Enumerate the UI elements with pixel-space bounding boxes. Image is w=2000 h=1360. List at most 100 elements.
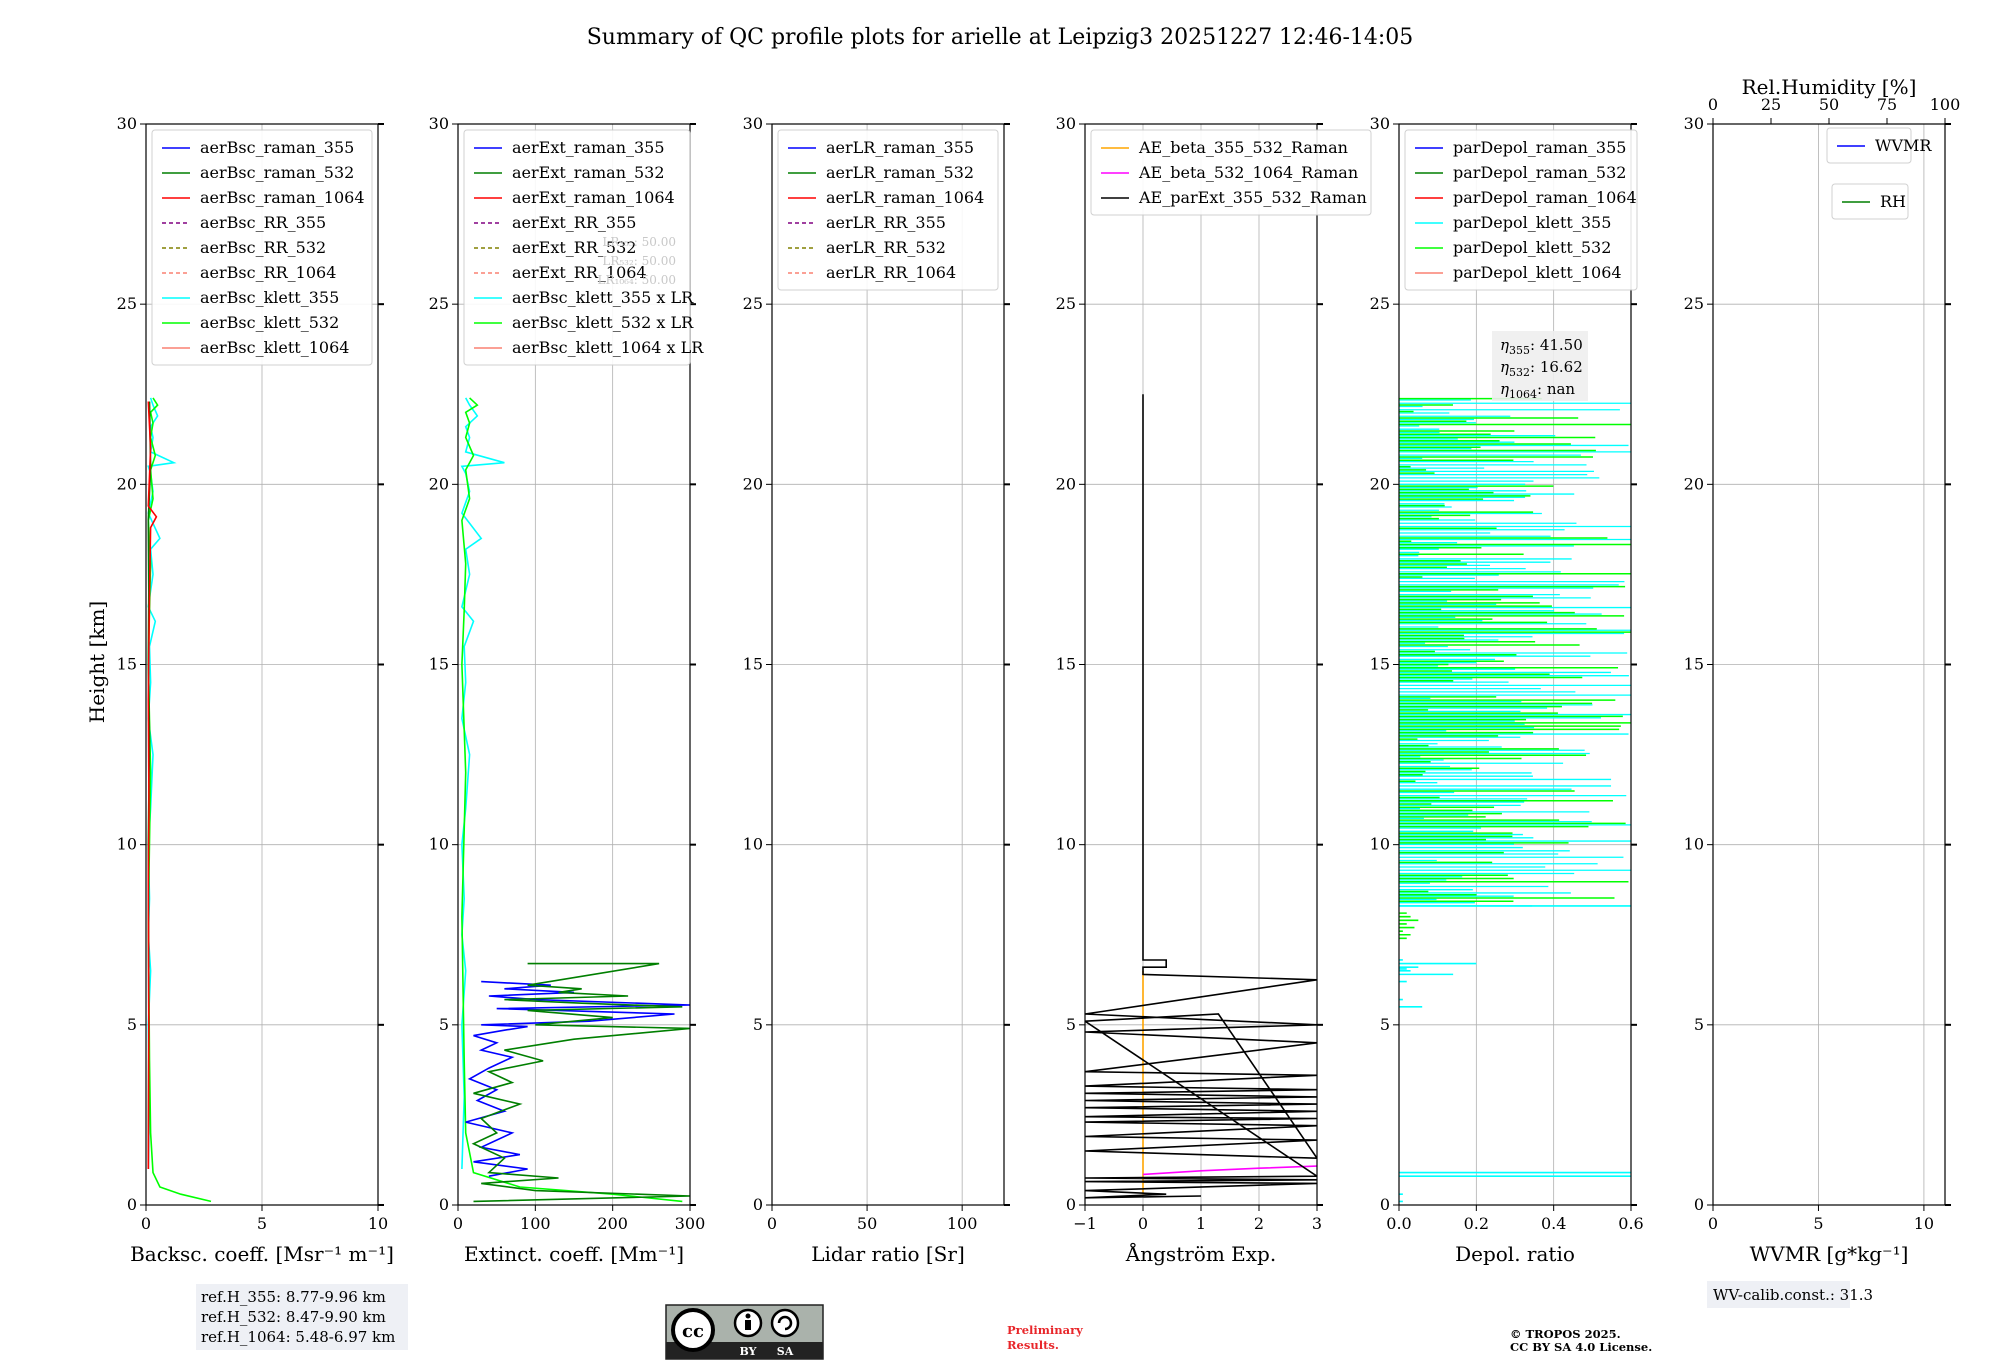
top-x-tick-label: 50 (1819, 95, 1839, 114)
legend-label: aerBsc_klett_1064 (200, 338, 349, 357)
y-tick-label: 5 (127, 1015, 137, 1034)
x-axis-label: Backsc. coeff. [Msr⁻¹ m⁻¹] (130, 1242, 394, 1266)
y-axis-label: Height [km] (85, 601, 109, 723)
legend-label: parDepol_raman_1064 (1453, 188, 1637, 207)
x-tick-label: 50 (857, 1214, 877, 1233)
legend: AE_beta_355_532_Raman AE_beta_532_1064_Ra… (1090, 129, 1372, 216)
lr-355-text: LR₃₅₅: 50.00 (602, 235, 676, 249)
y-tick-label: 25 (743, 294, 763, 313)
legend-label: aerLR_RR_532 (826, 238, 946, 257)
y-tick-label: 15 (117, 655, 137, 674)
legend-label: parDepol_raman_355 (1453, 138, 1626, 157)
cc-icon (671, 1308, 715, 1352)
top-x-tick-label: 25 (1761, 95, 1781, 114)
legend-label: parDepol_klett_1064 (1453, 263, 1622, 282)
badge-sa-text: SA (777, 1345, 794, 1358)
legend-label: parDepol_klett_355 (1453, 213, 1611, 232)
series-group (147, 397, 212, 1203)
y-tick-label: 25 (429, 294, 449, 313)
ref-heights-box: ref.H_355: 8.77-9.96 km ref.H_532: 8.47-… (196, 1284, 408, 1350)
legend-box (1404, 129, 1638, 291)
x-axis-label: WVMR [g*kg⁻¹] (1750, 1242, 1909, 1266)
y-tick-label: 0 (127, 1195, 137, 1214)
y-tick-label: 0 (1694, 1195, 1704, 1214)
legend-label: aerBsc_raman_532 (200, 163, 354, 182)
y-tick-label: 20 (1684, 474, 1704, 493)
legend: parDepol_raman_355 parDepol_raman_532 parD… (1404, 129, 1638, 291)
legend-rh: RH (1831, 183, 1909, 220)
eta-1064-text: η1064: nan (1500, 380, 1575, 401)
legend-box (1090, 129, 1372, 216)
eta-532-text: η532: 16.62 (1500, 358, 1583, 379)
series-parDepol_klett_355 (1399, 905, 1631, 1203)
x-tick-label: 0.4 (1541, 1214, 1566, 1233)
legend-label: aerLR_raman_355 (826, 138, 974, 157)
wv-calib-text: WV-calib.const.: 31.3 (1713, 1286, 1873, 1304)
x-tick-label: 2 (1254, 1214, 1264, 1233)
legend: aerLR_raman_355 aerLR_raman_532 aerLR_rama… (777, 129, 999, 291)
top-axis-label: Rel.Humidity [%] (1742, 75, 1917, 99)
series-group (460, 397, 690, 1203)
series-aerBsc_klett_532 x LR (461, 397, 683, 1203)
y-tick-label: 20 (429, 474, 449, 493)
y-tick-label: 20 (743, 474, 763, 493)
ref-h-532: ref.H_532: 8.47-9.90 km (201, 1308, 386, 1326)
series-AE_beta_532_1064_Raman (1142, 1165, 1317, 1176)
y-tick-label: 15 (1684, 655, 1704, 674)
series-group (1085, 394, 1317, 1199)
legend-label: AE_beta_355_532_Raman (1138, 138, 1348, 157)
legend-box (1826, 127, 1912, 164)
series-group (1399, 397, 1631, 1203)
legend: aerBsc_raman_355 aerBsc_raman_532 aerBsc_r… (151, 129, 373, 366)
svg-text:cc: cc (682, 1321, 704, 1342)
y-tick-label: 10 (1684, 835, 1704, 854)
copyright-line-1: © TROPOS 2025. (1510, 1327, 1621, 1341)
x-tick-label: 100 (520, 1214, 551, 1233)
panel-1: 0 5 10 15 20 25 30 0 5 10 Backsc. coeff. [Msr⁻¹ m⁻… (117, 114, 394, 1266)
y-tick-label: 15 (1370, 655, 1390, 674)
y-tick-label: 10 (1370, 835, 1390, 854)
legend-box (777, 129, 999, 291)
y-tick-label: 10 (743, 835, 763, 854)
y-tick-label: 15 (429, 655, 449, 674)
legend-label: aerLR_raman_1064 (826, 188, 984, 207)
legend-label: aerBsc_raman_355 (200, 138, 354, 157)
x-tick-label: 0 (767, 1214, 777, 1233)
figure-title: Summary of QC profile plots for arielle … (587, 25, 1414, 50)
y-tick-label: 10 (429, 835, 449, 854)
y-tick-label: 25 (1370, 294, 1390, 313)
y-tick-label: 20 (117, 474, 137, 493)
legend-label: aerBsc_klett_355 x LR (512, 288, 694, 307)
y-tick-label: 30 (117, 114, 137, 133)
legend: aerExt_raman_355 aerExt_raman_532 aerExt_r… (463, 129, 704, 366)
x-axis-label: Lidar ratio [Sr] (811, 1242, 965, 1266)
x-tick-label: 3 (1312, 1214, 1322, 1233)
y-tick-label: 20 (1056, 474, 1076, 493)
top-x-tick-label: 75 (1877, 95, 1897, 114)
ref-h-355: ref.H_355: 8.77-9.96 km (201, 1288, 386, 1306)
wv-calib-box: WV-calib.const.: 31.3 (1707, 1281, 1873, 1308)
legend-label: aerExt_RR_1064 (512, 263, 647, 282)
copyright-line-2: CC BY SA 4.0 License. (1510, 1340, 1652, 1354)
y-tick-label: 5 (1694, 1015, 1704, 1034)
x-tick-label: 300 (675, 1214, 706, 1233)
x-tick-label: 0.6 (1618, 1214, 1643, 1233)
y-tick-label: 25 (117, 294, 137, 313)
y-tick-label: 0 (1066, 1195, 1076, 1214)
y-tick-label: 30 (743, 114, 763, 133)
x-tick-label: 1 (1196, 1214, 1206, 1233)
x-tick-label: 5 (257, 1214, 267, 1233)
y-tick-label: 15 (1056, 655, 1076, 674)
legend-label: WVMR (1875, 136, 1932, 155)
legend-label: aerBsc_RR_532 (200, 238, 326, 257)
x-tick-label: 0 (453, 1214, 463, 1233)
y-tick-label: 30 (429, 114, 449, 133)
lr-1064-text: LR₁₀₆₄: 50.00 (598, 273, 676, 287)
legend-label: aerBsc_klett_532 (200, 313, 339, 332)
legend-label: aerExt_raman_532 (512, 163, 665, 182)
x-tick-label: 0 (141, 1214, 151, 1233)
legend-label: aerBsc_klett_1064 x LR (512, 338, 704, 357)
